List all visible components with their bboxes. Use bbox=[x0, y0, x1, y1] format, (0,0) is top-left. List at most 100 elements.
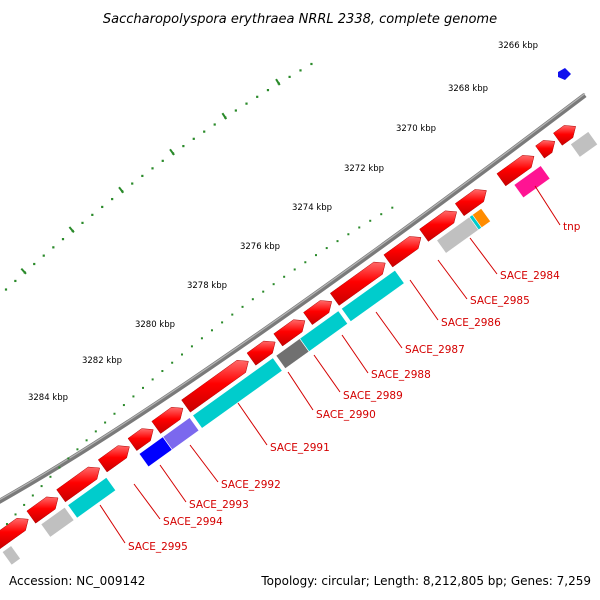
cds-arrow bbox=[151, 406, 184, 434]
scale-dot bbox=[288, 75, 291, 78]
inner-dot bbox=[171, 361, 174, 364]
inner-dot bbox=[49, 475, 52, 478]
scale-dot bbox=[14, 279, 17, 283]
cds-arrow bbox=[496, 155, 535, 187]
cds-arrow bbox=[56, 466, 100, 503]
scale-dot bbox=[61, 238, 65, 241]
inner-dot bbox=[104, 421, 107, 424]
scale-dot bbox=[33, 262, 36, 266]
scale-dot bbox=[256, 95, 259, 98]
inner-dot bbox=[94, 430, 97, 433]
scale-tick bbox=[275, 78, 281, 86]
inner-dot bbox=[347, 233, 350, 236]
inner-dot bbox=[113, 412, 116, 415]
scale-dot bbox=[81, 221, 84, 224]
cog-box bbox=[40, 506, 75, 538]
gene-label: SACE_2986 bbox=[441, 317, 501, 329]
scale-tick bbox=[221, 112, 228, 120]
inner-dot bbox=[14, 513, 17, 516]
cds-arrow bbox=[26, 496, 59, 524]
kbp-label: 3278 kbp bbox=[187, 281, 227, 291]
cds-arrow bbox=[535, 140, 556, 159]
kbp-label: 3268 kbp bbox=[448, 84, 488, 94]
scale-tick bbox=[20, 267, 27, 275]
cds-arrow bbox=[553, 125, 576, 146]
inner-dot bbox=[210, 329, 213, 332]
cds-arrow bbox=[0, 518, 29, 550]
leader-line bbox=[375, 311, 403, 349]
gene-label: SACE_2987 bbox=[405, 344, 465, 356]
leader-line bbox=[237, 402, 268, 446]
cds-arrow bbox=[303, 300, 333, 325]
cog-box bbox=[513, 165, 551, 199]
scale-dot bbox=[213, 123, 216, 126]
scale-dot bbox=[234, 109, 237, 112]
scale-tick bbox=[68, 226, 75, 234]
scale-dot bbox=[182, 144, 185, 148]
genome-stats-text: Topology: circular; Length: 8,212,805 bp… bbox=[260, 574, 591, 588]
cog-box bbox=[192, 357, 283, 429]
cds-forward-track bbox=[0, 125, 576, 550]
scale-dot bbox=[266, 89, 270, 92]
inner-dot bbox=[231, 313, 234, 316]
inner-dot bbox=[141, 386, 144, 389]
gene-label: SACE_2994 bbox=[163, 516, 223, 528]
scale-tick bbox=[118, 186, 125, 194]
gene-label: SACE_2989 bbox=[343, 390, 403, 402]
inner-dot bbox=[336, 240, 339, 243]
inner-dot bbox=[132, 395, 135, 398]
accession-text: Accession: NC_009142 bbox=[9, 574, 145, 588]
inner-dot bbox=[251, 298, 254, 301]
gene-label: SACE_2990 bbox=[316, 409, 376, 421]
leader-line bbox=[159, 464, 187, 503]
inner-dot bbox=[181, 353, 184, 356]
cog-box bbox=[471, 207, 491, 229]
cds-arrow bbox=[383, 236, 422, 268]
scale-dot bbox=[161, 159, 164, 162]
scale-ring bbox=[4, 62, 313, 291]
cds-arrow bbox=[97, 445, 130, 473]
scale-dot bbox=[310, 62, 313, 66]
scale-dot bbox=[131, 182, 134, 185]
kbp-label: 3282 kbp bbox=[82, 356, 122, 366]
leader-line bbox=[313, 354, 341, 393]
inner-dot bbox=[85, 439, 88, 442]
cog-box bbox=[570, 131, 599, 158]
kbp-label: 3270 kbp bbox=[396, 124, 436, 134]
scale-dot bbox=[4, 288, 8, 291]
inner-dot bbox=[5, 523, 8, 526]
scale-dot bbox=[42, 254, 45, 257]
kbp-label: 3274 kbp bbox=[292, 203, 332, 213]
leader-line bbox=[341, 334, 369, 374]
kbp-label: 3280 kbp bbox=[135, 320, 175, 330]
leader-line bbox=[133, 483, 161, 520]
inner-dot bbox=[122, 404, 125, 407]
scale-dot bbox=[245, 102, 248, 105]
leader-line bbox=[409, 279, 439, 321]
cds-arrow bbox=[329, 261, 386, 306]
cds-arrow bbox=[181, 360, 249, 413]
inner-dot bbox=[190, 345, 193, 348]
scale-dot bbox=[151, 167, 154, 170]
leader-line bbox=[189, 444, 219, 483]
gene-label: tnp bbox=[563, 221, 581, 233]
kbp-labels: 3266 kbp 3268 kbp 3270 kbp 3272 kbp 3274… bbox=[28, 41, 538, 403]
cds-arrow bbox=[419, 210, 457, 242]
kbp-label: 3284 kbp bbox=[28, 393, 68, 403]
inner-dot bbox=[200, 337, 203, 340]
scale-dot bbox=[192, 137, 195, 140]
gene-label: SACE_2992 bbox=[221, 479, 281, 491]
inner-dot bbox=[380, 213, 383, 216]
inner-dot bbox=[23, 503, 26, 506]
inner-dot bbox=[391, 206, 394, 209]
gene-label: SACE_2995 bbox=[128, 541, 188, 553]
leader-line bbox=[437, 259, 468, 300]
inner-scale-ring bbox=[5, 206, 394, 526]
scale-tick bbox=[169, 148, 175, 156]
inner-dot bbox=[272, 283, 275, 286]
blue-feature bbox=[558, 68, 571, 80]
inner-dot bbox=[241, 305, 244, 308]
scale-dot bbox=[299, 69, 302, 72]
inner-dot bbox=[314, 254, 317, 257]
